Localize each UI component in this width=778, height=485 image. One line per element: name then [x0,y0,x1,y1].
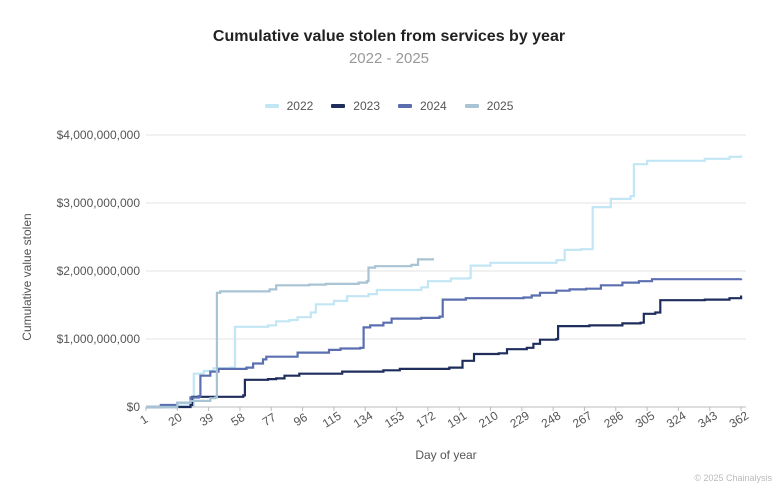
x-tick-label: 96 [291,410,310,429]
y-tick-label: $4,000,000,000 [57,128,141,142]
series-line-2025 [146,258,434,409]
series-line-2023 [146,295,743,409]
chart-legend: 2022 2023 2024 2025 [0,99,778,113]
x-axis-label: Day of year [415,448,477,462]
copyright-notice: © 2025 Chainalysis [694,473,772,483]
legend-swatch-2023 [331,104,346,108]
chart-title: Cumulative value stolen from services by… [212,28,566,45]
x-tick-label: 77 [260,410,279,429]
x-tick-label: 153 [382,408,407,431]
x-tick-label: 248 [539,408,564,431]
x-tick-label: 210 [476,408,501,431]
x-tick-label: 58 [228,410,247,429]
series-line-2024 [146,278,743,409]
x-tick-label: 343 [695,408,720,431]
y-tick-label: $3,000,000,000 [57,196,141,210]
x-tick-label: 324 [664,408,689,431]
legend-swatch-2024 [398,104,412,108]
legend-item-2025[interactable]: 2025 [464,99,514,113]
legend-item-2023[interactable]: 2023 [331,99,380,113]
x-tick-label: 39 [197,410,216,429]
x-tick-label: 191 [445,408,470,431]
x-tick-label: 172 [414,408,439,431]
x-tick-label: 362 [727,408,752,431]
legend-item-2022[interactable]: 2022 [264,99,314,113]
x-tick-label: 305 [633,408,658,431]
x-tick-label: 1 [137,412,150,428]
legend-label-2024: 2024 [420,99,447,113]
legend-swatch-2022 [264,104,279,108]
x-tick-label: 286 [601,408,626,431]
legend-swatch-2025 [464,104,479,108]
legend-label-2023: 2023 [353,99,380,113]
legend-item-2024[interactable]: 2024 [398,99,447,113]
legend-label-2025: 2025 [486,99,514,113]
x-tick-label: 20 [166,410,185,429]
x-tick-label: 267 [570,408,595,431]
x-tick-label: 134 [351,408,376,431]
legend-label-2022: 2022 [286,99,314,113]
x-tick-label: 229 [508,408,533,431]
y-tick-label: $2,000,000,000 [57,264,141,278]
y-axis-label: Cumulative value stolen [20,213,34,341]
chart-subtitle: 2022 - 2025 [348,50,430,67]
y-tick-label: $1,000,000,000 [57,332,141,346]
x-tick-label: 115 [320,408,344,430]
y-tick-label: $0 [127,400,141,414]
